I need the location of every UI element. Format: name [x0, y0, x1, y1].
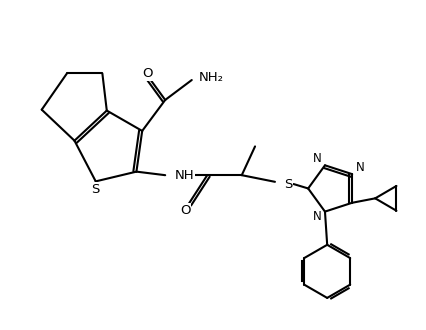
Text: N: N — [313, 152, 321, 165]
Text: S: S — [91, 183, 99, 196]
Text: O: O — [142, 67, 153, 80]
Text: S: S — [284, 178, 292, 190]
Text: NH₂: NH₂ — [199, 71, 223, 84]
Text: N: N — [356, 161, 365, 174]
Text: O: O — [180, 204, 190, 217]
Text: NH: NH — [175, 169, 195, 182]
Text: N: N — [313, 210, 321, 222]
